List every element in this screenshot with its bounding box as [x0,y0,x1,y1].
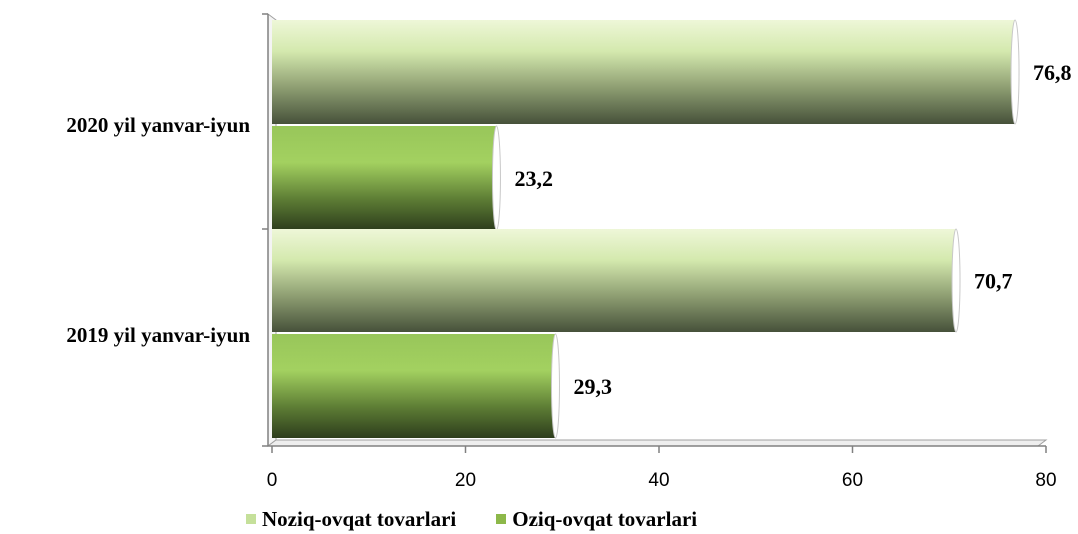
data-label-oziq-2020: 23,2 [514,166,553,191]
x-tick-label-0: 0 [267,470,278,491]
bar-noziq-2020-cap [1010,19,1020,125]
bar-chart: 0 20 40 60 80 76,8 23,2 70,7 29,3 2020 yil yanv… [66,13,1072,491]
legend-item-noziq: Noziq-ovqat tovarlari [246,507,456,532]
bar-noziq-2020-body [272,20,1016,124]
legend-label-oziq: Oziq-ovqat tovarlari [512,506,698,531]
category-label-2020: 2020 yil yanvar-iyun [66,113,250,137]
x-tick-label-80: 80 [1035,470,1056,491]
bar-noziq-2019-cap [951,228,961,333]
legend-swatch-oziq [496,514,507,524]
bar-oziq-2019 [272,333,560,439]
bar-oziq-2020-cap [491,125,501,231]
data-label-noziq-2020: 76,8 [1033,60,1072,85]
bar-oziq-2020-body [272,126,497,230]
legend: Noziq-ovqat tovarlari Oziq-ovqat tovarla… [246,506,697,532]
data-label-oziq-2019: 29,3 [573,374,612,399]
bar-noziq-2019 [272,228,961,333]
category-label-2019: 2019 yil yanvar-iyun [66,323,250,347]
legend-swatch-noziq [246,514,256,524]
legend-label-noziq: Noziq-ovqat tovarlari [262,506,457,531]
bar-oziq-2019-cap [550,333,560,439]
bar-oziq-2020 [272,125,501,231]
bar-noziq-2019-body [272,229,957,332]
legend-item-oziq: Oziq-ovqat tovarlari [496,507,697,532]
data-label-noziq-2019: 70,7 [974,269,1013,294]
x-tick-label-60: 60 [842,470,863,491]
x-tick-label-20: 20 [455,470,476,491]
bar-oziq-2019-body [272,334,556,438]
x-tick-label-40: 40 [648,470,669,491]
bar-noziq-2020 [272,19,1020,125]
